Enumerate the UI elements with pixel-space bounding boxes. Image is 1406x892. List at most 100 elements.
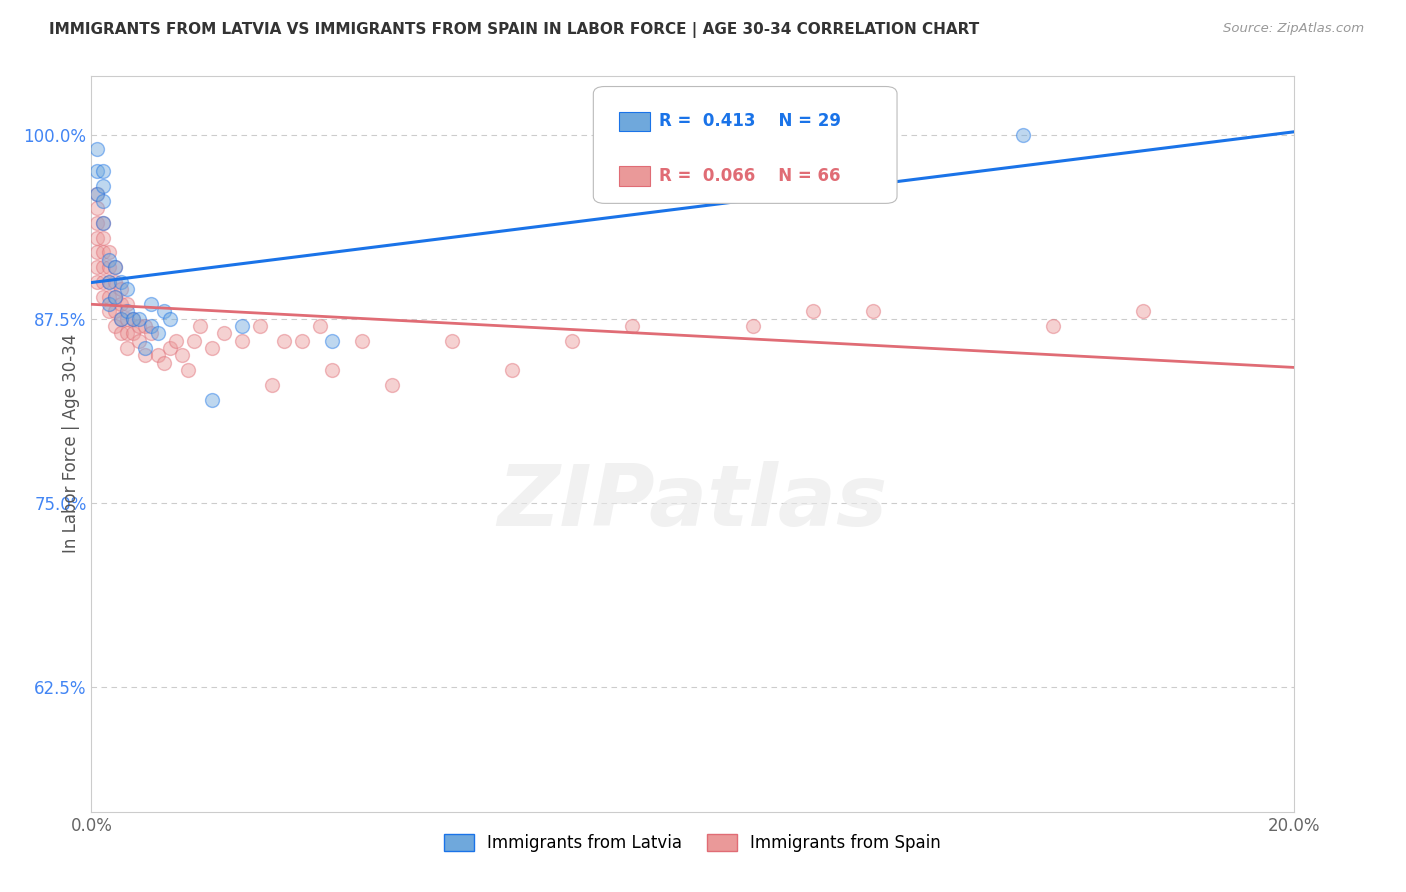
Point xyxy=(134,341,156,355)
Point xyxy=(98,252,121,267)
Point xyxy=(86,186,108,201)
Point xyxy=(201,341,224,355)
Point xyxy=(621,319,644,334)
Point xyxy=(86,186,108,201)
Point xyxy=(249,319,271,334)
Text: Source: ZipAtlas.com: Source: ZipAtlas.com xyxy=(1223,22,1364,36)
Point xyxy=(117,304,139,318)
Point xyxy=(141,297,163,311)
Point xyxy=(1012,128,1035,142)
Point xyxy=(117,311,139,326)
Point xyxy=(93,260,115,275)
Point xyxy=(110,282,132,296)
Point xyxy=(98,297,121,311)
Point xyxy=(122,311,145,326)
Point xyxy=(308,319,330,334)
Point xyxy=(110,311,132,326)
Point xyxy=(86,202,108,216)
Point xyxy=(98,260,121,275)
Point xyxy=(93,216,115,230)
Point xyxy=(146,348,169,362)
Point xyxy=(159,311,181,326)
Point xyxy=(104,289,127,303)
Point xyxy=(141,319,163,334)
Point xyxy=(134,319,156,334)
Point xyxy=(93,179,115,194)
Point xyxy=(273,334,295,348)
Point xyxy=(93,164,115,178)
Point xyxy=(152,356,174,370)
Point xyxy=(98,304,121,318)
Point xyxy=(141,326,163,341)
Point xyxy=(801,304,824,318)
Point xyxy=(93,194,115,208)
Point xyxy=(86,164,108,178)
Point xyxy=(128,334,150,348)
Point xyxy=(128,319,150,334)
Point xyxy=(86,216,108,230)
Point xyxy=(1132,304,1154,318)
Point xyxy=(440,334,463,348)
Point xyxy=(201,392,224,407)
Point xyxy=(104,275,127,289)
Point xyxy=(104,260,127,275)
Point xyxy=(93,289,115,303)
Point xyxy=(86,143,108,157)
Point xyxy=(110,275,132,289)
Point xyxy=(260,378,283,392)
Point xyxy=(86,245,108,260)
Text: R =  0.413    N = 29: R = 0.413 N = 29 xyxy=(659,112,841,130)
Point xyxy=(1042,319,1064,334)
Point xyxy=(98,245,121,260)
Point xyxy=(741,319,763,334)
Point xyxy=(93,275,115,289)
Point xyxy=(104,319,127,334)
Point xyxy=(501,363,523,377)
Point xyxy=(110,311,132,326)
Point xyxy=(291,334,314,348)
Point xyxy=(170,348,193,362)
Text: IMMIGRANTS FROM LATVIA VS IMMIGRANTS FROM SPAIN IN LABOR FORCE | AGE 30-34 CORRE: IMMIGRANTS FROM LATVIA VS IMMIGRANTS FRO… xyxy=(49,22,980,38)
Point xyxy=(93,245,115,260)
Point xyxy=(176,363,198,377)
Point xyxy=(146,326,169,341)
Point xyxy=(86,275,108,289)
Point xyxy=(231,334,253,348)
Text: ZIPatlas: ZIPatlas xyxy=(498,461,887,544)
Point xyxy=(93,230,115,244)
Legend: Immigrants from Latvia, Immigrants from Spain: Immigrants from Latvia, Immigrants from … xyxy=(437,827,948,859)
Point xyxy=(104,304,127,318)
Point xyxy=(159,341,181,355)
Point xyxy=(122,326,145,341)
Point xyxy=(110,326,132,341)
Point xyxy=(134,348,156,362)
Point xyxy=(212,326,235,341)
Point xyxy=(122,311,145,326)
Point xyxy=(117,282,139,296)
Point xyxy=(110,297,132,311)
Point xyxy=(188,319,211,334)
Point xyxy=(321,334,343,348)
Point xyxy=(152,304,174,318)
Point xyxy=(93,216,115,230)
Point xyxy=(98,289,121,303)
Point xyxy=(128,311,150,326)
Point xyxy=(117,326,139,341)
Point xyxy=(104,260,127,275)
Point xyxy=(117,341,139,355)
Point xyxy=(86,230,108,244)
Point xyxy=(231,319,253,334)
Point xyxy=(561,334,583,348)
Point xyxy=(117,297,139,311)
Point xyxy=(104,289,127,303)
Point xyxy=(98,275,121,289)
Point xyxy=(183,334,205,348)
Point xyxy=(862,304,884,318)
Point xyxy=(165,334,187,348)
Point xyxy=(350,334,373,348)
Point xyxy=(86,260,108,275)
Point xyxy=(381,378,404,392)
Y-axis label: In Labor Force | Age 30-34: In Labor Force | Age 30-34 xyxy=(62,334,80,553)
Point xyxy=(321,363,343,377)
Point xyxy=(772,135,794,149)
